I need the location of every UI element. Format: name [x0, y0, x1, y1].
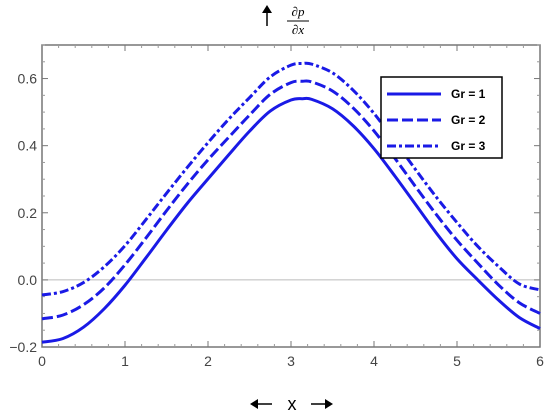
- x-tick-label: 2: [204, 353, 212, 369]
- series-line-gr-2: [41, 79, 541, 321]
- legend: Gr = 1 Gr = 2 Gr = 3: [380, 76, 503, 159]
- up-arrowhead-icon: [262, 5, 272, 13]
- x-tick-label: 6: [536, 353, 544, 369]
- y-tick-label: 0.2: [18, 205, 38, 221]
- series-line-gr-1: [41, 96, 541, 344]
- series-line-gr-3: [41, 61, 541, 297]
- y-label-denominator: ∂x: [292, 22, 304, 37]
- x-label: x: [288, 394, 297, 414]
- right-arrow-icon: [325, 399, 333, 409]
- x-tick-label: 3: [287, 353, 295, 369]
- x-axis-label: x: [250, 394, 333, 414]
- x-tick-label: 5: [453, 353, 461, 369]
- x-tick-label: 0: [38, 353, 46, 369]
- y-tick-label: −0.2: [9, 339, 37, 355]
- legend-label-gr-1: Gr = 1: [451, 87, 486, 101]
- y-tick-label: 0.6: [18, 71, 38, 87]
- y-axis-label: ∂p ∂x: [262, 4, 309, 37]
- y-tick-label: 0.0: [18, 272, 38, 288]
- y-tick-label: 0.4: [18, 138, 38, 154]
- x-tick-label: 1: [121, 353, 129, 369]
- x-tick-label: 4: [370, 353, 378, 369]
- y-label-numerator: ∂p: [292, 4, 305, 19]
- legend-label-gr-3: Gr = 3: [451, 139, 486, 153]
- left-arrow-icon: [250, 399, 258, 409]
- legend-label-gr-2: Gr = 2: [451, 113, 486, 127]
